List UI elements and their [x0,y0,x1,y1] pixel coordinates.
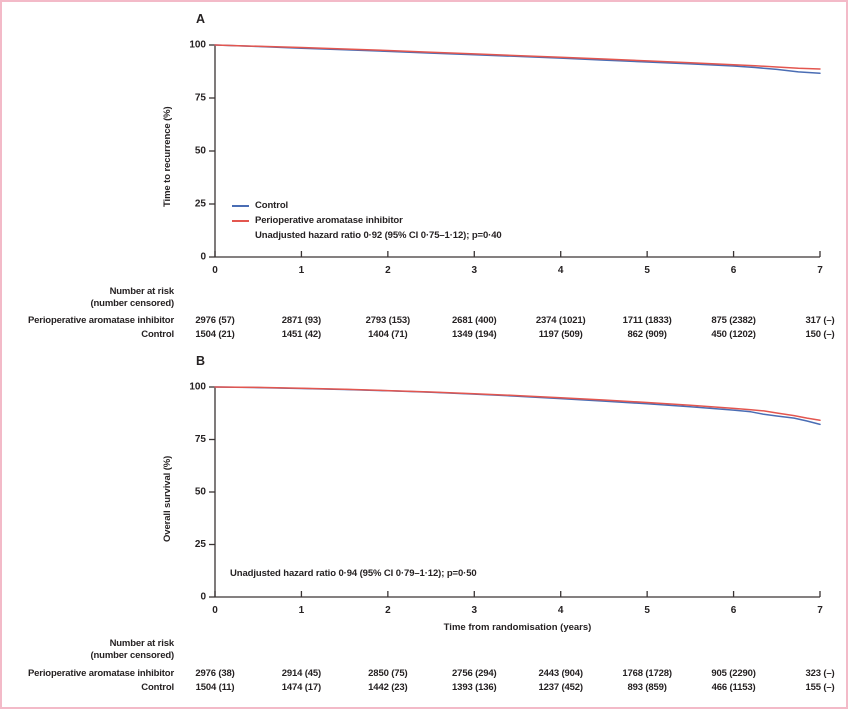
x-tick-label: 0 [212,605,218,616]
x-tick-label: 3 [472,605,478,616]
x-tick-label: 4 [558,265,564,276]
x-tick-label: 3 [472,265,478,276]
series-line-perioperative-aromatase-inhibitor [214,386,821,421]
risk-value: 1711 (1833) [622,315,672,326]
risk-value: 1404 (71) [368,329,408,340]
legend-label-aromatase: Perioperative aromatase inhibitor [255,215,403,226]
risk-value: 466 (1153) [711,682,756,693]
risk-table-subtitle: (number censored) [90,298,175,309]
y-tick-label: 100 [189,382,206,393]
y-tick-label: 50 [195,487,207,498]
y-tick-label: 100 [189,40,206,51]
x-tick-label: 5 [644,605,650,616]
y-tick-label: 0 [200,252,206,263]
legend-row-aromatase: Perioperative aromatase inhibitor [232,213,502,228]
risk-value: 155 (–) [805,682,835,693]
x-tick-label: 1 [299,605,305,616]
risk-value: 1504 (11) [195,682,235,693]
aromatase-line-swatch [232,219,249,222]
series-line-control [214,44,821,74]
risk-value: 875 (2382) [711,315,756,326]
panel-a-legend: Control Perioperative aromatase inhibito… [232,198,502,243]
risk-value: 2871 (93) [281,315,322,326]
risk-value: 323 (–) [805,668,835,679]
risk-row-label: Control [141,682,174,693]
x-axis-label: Time from randomisation (years) [443,622,592,633]
risk-value: 1349 (194) [452,329,497,340]
x-tick-label: 6 [731,265,737,276]
x-tick-label: 7 [817,605,823,616]
risk-value: 1504 (21) [195,329,235,340]
x-tick-label: 7 [817,265,823,276]
risk-value: 1442 (23) [368,682,408,693]
risk-row-label: Perioperative aromatase inhibitor [27,668,174,679]
y-tick-label: 25 [195,539,207,550]
risk-value: 2374 (1021) [535,315,586,326]
risk-row-label: Perioperative aromatase inhibitor [27,315,174,326]
risk-value: 1237 (452) [538,682,583,693]
x-tick-label: 0 [212,265,218,276]
panel-b-y-axis-label: Overall survival (%) [162,455,173,542]
risk-value: 2681 (400) [452,315,497,326]
legend-label-control: Control [255,200,289,211]
panel-a-plot: 0 25 50 75 100 0 1 2 3 4 5 6 7 [189,40,823,277]
panel-a-hazard-ratio-note: Unadjusted hazard ratio 0·92 (95% CI 0·7… [255,230,502,241]
risk-value: 150 (–) [805,329,835,340]
x-tick-label: 2 [385,265,391,276]
risk-table-title: Number at risk [109,638,175,649]
x-tick-label: 5 [644,265,650,276]
x-tick-label: 6 [731,605,737,616]
risk-value: 1393 (136) [452,682,497,693]
x-tick-label: 2 [385,605,391,616]
risk-value: 2443 (904) [538,668,583,679]
risk-value: 317 (–) [805,315,835,326]
risk-table-title: Number at risk [109,286,175,297]
risk-value: 2850 (75) [368,668,408,679]
risk-table-subtitle: (number censored) [90,650,175,661]
risk-row-label: Control [141,329,174,340]
series-line-perioperative-aromatase-inhibitor [214,44,821,70]
y-tick-label: 75 [195,434,207,445]
risk-value: 893 (859) [627,682,667,693]
y-tick-label: 50 [195,146,207,157]
x-tick-label: 4 [558,605,564,616]
risk-value: 2976 (38) [195,668,235,679]
risk-value: 2756 (294) [452,668,497,679]
control-line-swatch [232,204,249,207]
risk-value: 2914 (45) [281,668,322,679]
risk-value: 1768 (1728) [622,668,672,679]
y-tick-label: 0 [200,592,206,603]
y-tick-label: 25 [195,199,207,210]
risk-value: 905 (2290) [711,668,756,679]
x-tick-label: 1 [299,265,305,276]
risk-value: 450 (1202) [711,329,756,340]
panel-b-hazard-ratio-note: Unadjusted hazard ratio 0·94 (95% CI 0·7… [230,568,477,579]
risk-value: 1451 (42) [281,329,322,340]
risk-value: 862 (909) [627,329,667,340]
risk-value: 1197 (509) [538,329,583,340]
risk-value: 1474 (17) [281,682,322,693]
panel-a-y-axis-label: Time to recurrence (%) [162,106,173,207]
y-tick-label: 75 [195,93,207,104]
panel-b-plot: 0 25 50 75 100 0 1 2 3 4 5 6 7 [189,382,823,617]
risk-value: 2976 (57) [195,315,235,326]
panel-b-letter: B [196,354,206,368]
legend-row-control: Control [232,198,502,213]
series-line-control [214,386,821,426]
panel-a-letter: A [196,12,206,26]
risk-value: 2793 (153) [365,315,411,326]
